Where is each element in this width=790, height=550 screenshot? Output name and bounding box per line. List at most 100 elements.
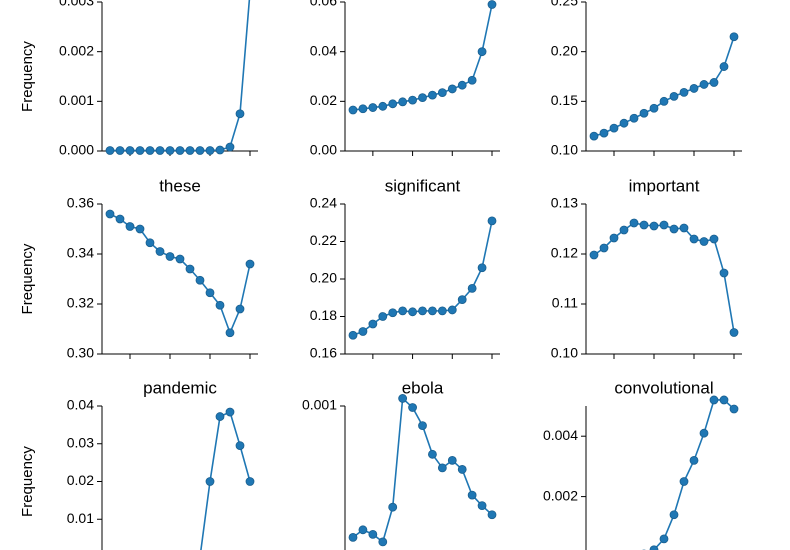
y-tick-label: 0.18 <box>310 307 337 323</box>
data-point <box>348 105 358 115</box>
data-point <box>205 146 215 155</box>
data-point <box>699 80 709 89</box>
y-tick-label: 0.22 <box>310 232 337 248</box>
y-tick-label: 0.25 <box>551 0 578 9</box>
data-point <box>115 146 125 155</box>
data-point <box>679 477 689 486</box>
data-point <box>669 224 679 234</box>
data-point <box>629 218 639 228</box>
data-point <box>689 234 699 244</box>
data-point <box>358 104 368 114</box>
data-point <box>729 404 739 414</box>
data-point <box>235 109 245 119</box>
data-point <box>378 101 388 111</box>
y-tick-label: 0.000 <box>543 548 578 550</box>
data-point <box>135 146 145 155</box>
data-point <box>418 93 427 103</box>
y-tick-label: 0.11 <box>552 295 578 311</box>
data-point <box>358 525 368 535</box>
y-tick-label: 0.15 <box>551 92 578 108</box>
y-axis-label: Frequency <box>19 446 36 517</box>
data-point <box>215 412 225 421</box>
data-point <box>378 312 388 321</box>
data-point <box>437 306 447 316</box>
data-line <box>110 0 251 152</box>
data-point <box>388 502 398 512</box>
data-point <box>378 537 388 547</box>
data-point <box>245 259 255 269</box>
data-point <box>418 421 427 431</box>
data-point <box>437 463 447 473</box>
data-point <box>368 529 378 539</box>
y-axis-label: Frequency <box>19 41 36 112</box>
data-point <box>225 407 235 417</box>
y-tick-label: 0.003 <box>59 0 94 9</box>
data-point <box>659 96 669 106</box>
y-tick-label: 0.04 <box>67 397 94 413</box>
data-point <box>155 146 165 155</box>
data-point <box>398 394 408 403</box>
data-point <box>719 268 729 278</box>
data-point <box>649 103 659 113</box>
data-point <box>699 428 709 438</box>
subplot-title: significant <box>385 176 461 195</box>
data-point <box>719 395 729 405</box>
data-point <box>709 395 719 405</box>
data-point <box>709 234 719 244</box>
data-point <box>659 534 669 544</box>
data-point <box>165 252 175 261</box>
data-point <box>175 254 185 264</box>
data-point <box>105 146 115 155</box>
data-point <box>125 146 135 155</box>
data-point <box>368 103 378 112</box>
y-tick-label: 0.001 <box>59 92 94 108</box>
data-point <box>115 214 125 224</box>
y-tick-label: 0.16 <box>310 345 337 361</box>
data-point <box>408 403 417 412</box>
data-point <box>729 32 739 42</box>
subplot-title: ebola <box>402 378 444 397</box>
y-tick-label: 0.32 <box>67 295 94 311</box>
data-line <box>200 410 251 550</box>
data-point <box>125 222 135 231</box>
data-point <box>467 490 477 500</box>
data-point <box>447 84 457 94</box>
data-point <box>477 47 487 57</box>
y-tick-label: 0.002 <box>543 487 578 503</box>
y-tick-label: 0.30 <box>67 345 94 361</box>
y-tick-label: 0.00 <box>310 142 337 158</box>
data-point <box>689 84 699 93</box>
data-point <box>639 220 649 230</box>
y-tick-label: 0.03 <box>67 434 94 450</box>
data-point <box>669 510 679 520</box>
y-tick-label: 0.02 <box>310 92 337 108</box>
y-tick-label: 0.10 <box>551 345 578 361</box>
data-point <box>195 146 205 155</box>
data-point <box>145 238 155 248</box>
data-point <box>408 307 417 317</box>
data-point <box>619 225 629 235</box>
data-point <box>609 123 619 133</box>
data-point <box>609 233 619 243</box>
data-point <box>719 62 729 71</box>
data-point <box>368 319 378 329</box>
data-point <box>235 441 245 451</box>
data-point <box>135 224 145 234</box>
data-point <box>398 97 408 107</box>
data-point <box>388 308 398 318</box>
data-point <box>729 328 739 337</box>
y-tick-label: 0.00 <box>67 548 94 550</box>
data-point <box>358 327 368 336</box>
subplot-title: pandemic <box>143 378 217 397</box>
data-point <box>105 209 115 219</box>
data-point <box>649 221 659 231</box>
subplot-title: convolutional <box>614 378 713 397</box>
data-point <box>418 306 427 316</box>
data-point <box>185 264 195 274</box>
y-tick-label: 0.24 <box>310 195 337 211</box>
data-point <box>348 532 358 542</box>
data-point <box>428 306 437 316</box>
data-point <box>659 220 669 230</box>
data-point <box>689 455 699 465</box>
